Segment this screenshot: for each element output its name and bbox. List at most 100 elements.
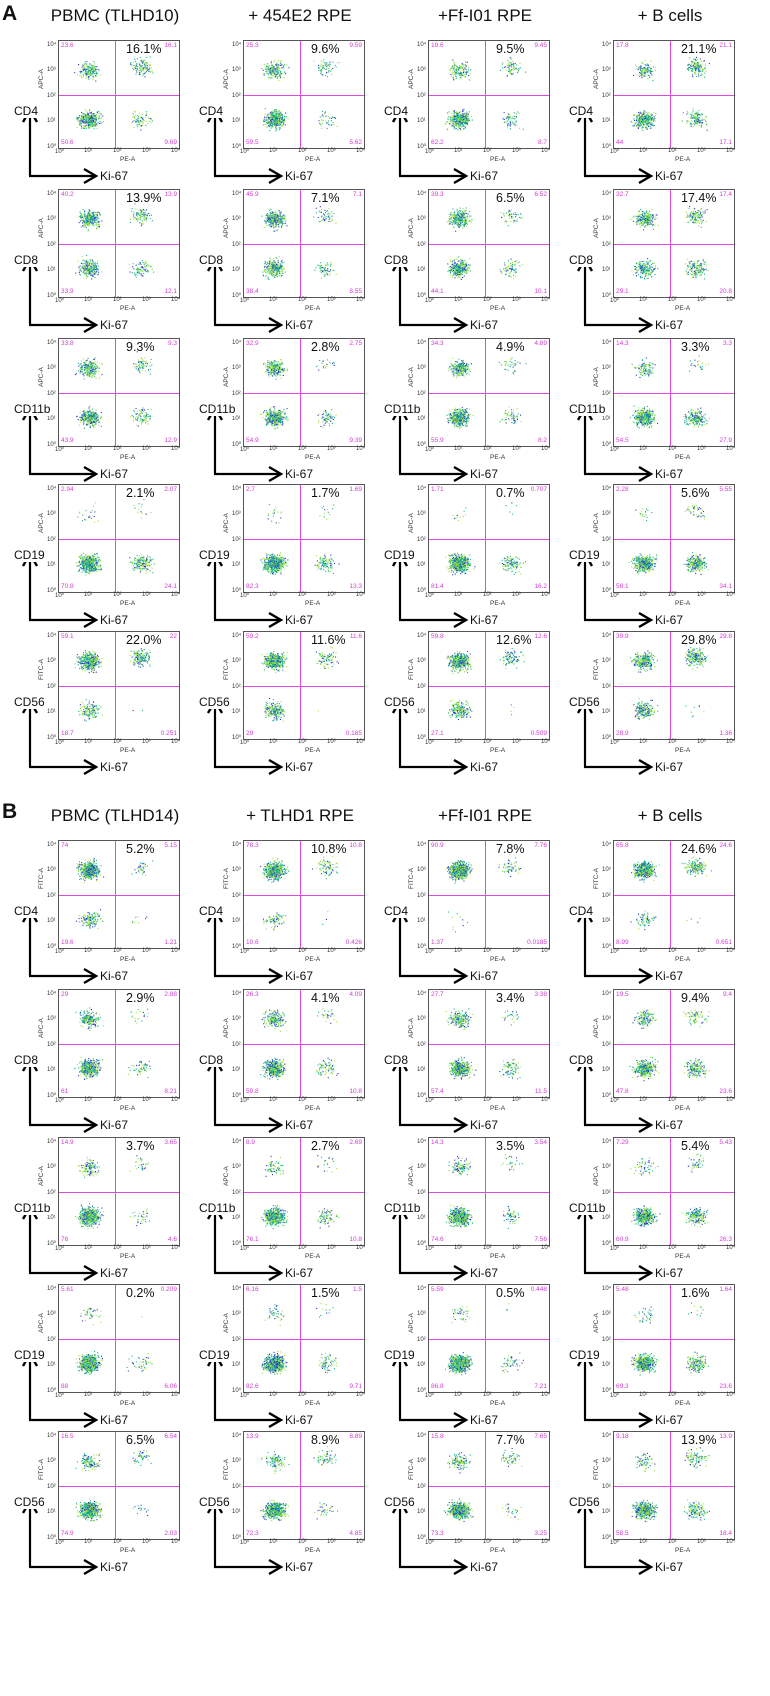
percentage-label: 10.8% xyxy=(311,842,346,856)
quadrant-value: 40.2 xyxy=(61,191,74,198)
y-axis-tick: 10¹ xyxy=(47,118,56,124)
y-marker-label: CD19 xyxy=(384,548,415,562)
y-axis-tick: 10³ xyxy=(232,1164,241,1170)
flow-plot-cell: 2.28 5.55 58.1 34.1 5.6% 10⁰ 10⁰ 10¹ 10¹ 10² 10² 10… xyxy=(569,478,744,642)
x-axis-tick: 10⁰ xyxy=(55,446,64,453)
scatter-plot: 7.29 5.43 60.9 26.3 xyxy=(613,1137,735,1246)
quadrant-value: 82.3 xyxy=(246,583,259,590)
x-axis-channel: PE-A xyxy=(305,956,320,963)
y-axis-tick: 10² xyxy=(232,684,241,690)
percentage-label: 2.1% xyxy=(126,486,155,500)
x-axis-tick: 10⁴ xyxy=(356,948,365,954)
y-axis-tick: 10¹ xyxy=(602,416,611,422)
x-axis-tick: 10⁰ xyxy=(55,1097,64,1104)
y-axis-tick: 10⁰ xyxy=(602,1534,611,1541)
x-axis-channel: PE-A xyxy=(490,156,505,163)
quadrant-value: 44.1 xyxy=(431,288,444,295)
y-axis-tick: 10⁴ xyxy=(602,991,611,997)
y-axis-tick: 10¹ xyxy=(417,416,426,422)
y-axis-tick: 10³ xyxy=(602,67,611,73)
quadrant-value: 14.3 xyxy=(616,340,629,347)
x-axis-tick: 10⁰ xyxy=(425,1097,434,1104)
y-axis-tick: 10⁰ xyxy=(47,292,56,299)
x-axis-tick: 10³ xyxy=(327,148,336,154)
scatter-plot: 59.1 22 18.7 0.251 xyxy=(58,631,180,740)
x-axis-tick: 10⁴ xyxy=(171,592,180,598)
y-axis-tick: 10³ xyxy=(417,511,426,517)
quadrant-value: 28.9 xyxy=(616,730,629,737)
y-axis-tick: 10⁴ xyxy=(47,1286,56,1292)
x-axis-tick: 10⁴ xyxy=(726,948,735,954)
y-axis-tick: 10⁰ xyxy=(602,441,611,448)
x-axis-tick: 10⁰ xyxy=(240,1539,249,1546)
x-axis-channel: PE-A xyxy=(490,305,505,312)
scatter-plot: 6.16 1.5 82.6 9.71 xyxy=(243,1284,365,1393)
quadrant-gate-horizontal xyxy=(244,392,364,394)
x-axis-tick: 10² xyxy=(298,1539,307,1545)
x-axis-tick: 10³ xyxy=(512,1539,521,1545)
scatter-plot: 74 5.15 19.6 1.21 xyxy=(58,840,180,949)
x-axis-tick: 10² xyxy=(113,948,122,954)
flow-plot-cell: 29 2.88 61 8.21 2.9% 10⁰ 10⁰ 10¹ 10¹ 10² 10² 10³ 10³… xyxy=(14,983,189,1147)
x-axis-tick: 10¹ xyxy=(639,1539,648,1545)
x-axis-tick: 10⁰ xyxy=(240,1392,249,1399)
y-axis-tick: 10⁴ xyxy=(232,42,241,48)
scatter-plot: 23.6 16.1 50.6 9.69 xyxy=(58,40,180,149)
x-marker-label: Ki-67 xyxy=(285,760,313,774)
x-axis-channel: PE-A xyxy=(490,956,505,963)
flow-plot-cell: 74 5.15 19.6 1.21 5.2% 10⁰ 10⁰ 10¹ 10¹ 10² 10² 10³ 1… xyxy=(14,834,189,998)
quadrant-value: 43.9 xyxy=(61,437,74,444)
column-title: + B cells xyxy=(585,806,755,826)
x-axis-tick: 10³ xyxy=(512,592,521,598)
quadrant-value: 73.3 xyxy=(431,1530,444,1537)
flow-plot-cell: 16.5 6.54 74.9 2.03 6.5% 10⁰ 10⁰ 10¹ 10¹ 10² 10² 10… xyxy=(14,1425,189,1589)
event-dots xyxy=(630,1302,710,1376)
quadrant-value: 16.5 xyxy=(61,1433,74,1440)
x-axis-tick: 10⁴ xyxy=(726,739,735,745)
quadrant-value: 22 xyxy=(170,633,177,640)
x-axis-channel: PE-A xyxy=(120,305,135,312)
x-axis-channel: PE-A xyxy=(305,1105,320,1112)
x-axis-tick: 10¹ xyxy=(454,948,463,954)
y-axis-tick: 10⁴ xyxy=(232,991,241,997)
x-axis-tick: 10¹ xyxy=(639,148,648,154)
y-marker-label: CD11b xyxy=(199,1201,236,1215)
y-axis-tick: 10³ xyxy=(417,658,426,664)
x-marker-label: Ki-67 xyxy=(655,1118,683,1132)
column-title: + 454E2 RPE xyxy=(215,6,385,26)
y-marker-label: CD19 xyxy=(569,548,600,562)
scatter-plot: 9.18 13.9 58.5 18.4 xyxy=(613,1431,735,1540)
quadrant-value: 5.15 xyxy=(164,842,177,849)
scatter-plot: 17.8 21.1 44 17.1 xyxy=(613,40,735,149)
event-dots xyxy=(629,354,710,429)
x-axis-tick: 10³ xyxy=(327,1392,336,1398)
quadrant-gate-horizontal xyxy=(59,1338,179,1340)
y-axis-tick: 10⁴ xyxy=(602,1139,611,1145)
x-axis-tick: 10⁰ xyxy=(425,592,434,599)
y-axis-tick: 10⁴ xyxy=(602,42,611,48)
x-axis-tick: 10² xyxy=(298,592,307,598)
flow-plot-cell: 14.3 3.54 74.6 7.56 3.5% 10⁰ 10⁰ 10¹ 10¹ 10² 10² 10… xyxy=(384,1131,559,1295)
y-axis-tick: 10³ xyxy=(47,216,56,222)
y-axis-tick: 10³ xyxy=(47,658,56,664)
y-axis-tick: 10⁴ xyxy=(232,486,241,492)
quadrant-gate-horizontal xyxy=(614,94,734,96)
flow-plot-cell: 1.71 0.707 81.4 16.2 0.7% 10⁰ 10⁰ 10¹ 10¹ 10² 10² 1… xyxy=(384,478,559,642)
x-marker-label: Ki-67 xyxy=(285,1413,313,1427)
x-axis-tick: 10² xyxy=(113,739,122,745)
quadrant-gate-horizontal xyxy=(614,243,734,245)
x-axis-tick: 10⁰ xyxy=(425,1245,434,1252)
x-marker-label: Ki-67 xyxy=(470,467,498,481)
y-axis-tick: 10² xyxy=(47,1042,56,1048)
scatter-plot: 16.5 6.54 74.9 2.03 xyxy=(58,1431,180,1540)
scatter-plot: 13.9 8.89 72.3 4.85 xyxy=(243,1431,365,1540)
x-marker-label: Ki-67 xyxy=(470,318,498,332)
quadrant-value: 5.61 xyxy=(61,1286,74,1293)
x-axis-tick: 10³ xyxy=(697,1097,706,1103)
quadrant-gate-horizontal xyxy=(59,392,179,394)
quadrant-value: 4.6 xyxy=(168,1236,177,1243)
percentage-label: 1.7% xyxy=(311,486,340,500)
percentage-label: 7.8% xyxy=(496,842,525,856)
quadrant-value: 78.3 xyxy=(246,842,259,849)
y-axis-tick: 10² xyxy=(47,893,56,899)
